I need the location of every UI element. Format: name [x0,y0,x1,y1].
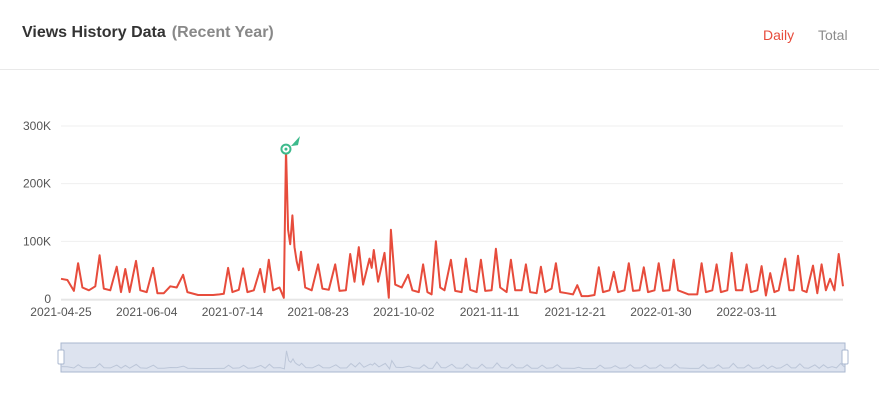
chart-title: Views History Data (Recent Year) [22,24,274,42]
x-axis-ticks: 2021-04-25 2021-06-04 2021-07-14 2021-08-23… [30,305,777,319]
series-line [60,148,844,299]
x-tick-label: 2021-11-11 [460,305,520,319]
y-tick-label: 200K [23,177,51,191]
title-text: Views History Data [22,24,166,41]
x-tick-label: 2022-03-11 [716,305,777,319]
slider-minimap-line [60,350,846,371]
chart-header: Views History Data (Recent Year) Daily To… [0,0,879,70]
y-axis-ticks: 0 100K 200K 300K [23,119,51,306]
tab-daily[interactable]: Daily [763,27,795,43]
date-range-slider[interactable] [57,342,849,373]
tab-total[interactable]: Total [818,27,848,43]
subtitle-text: (Recent Year) [171,24,274,41]
x-tick-label: 2021-07-14 [202,305,264,319]
max-point-pin-icon [290,136,300,147]
y-tick-label: 100K [23,234,51,248]
max-point-marker[interactable] [280,136,300,155]
x-tick-label: 2021-08-23 [287,305,349,319]
x-tick-label: 2022-01-30 [630,305,692,319]
x-tick-label: 2021-04-25 [30,305,92,319]
slider-handle-left[interactable] [57,349,65,365]
x-tick-label: 2021-10-02 [373,305,435,319]
y-tick-label: 0 [44,292,51,306]
y-tick-label: 300K [23,119,51,133]
x-tick-label: 2021-12-21 [544,305,606,319]
max-point-center [284,147,288,151]
slider-handle-right[interactable] [841,349,849,365]
grid-lines [61,125,843,301]
x-tick-label: 2021-06-04 [116,305,178,319]
